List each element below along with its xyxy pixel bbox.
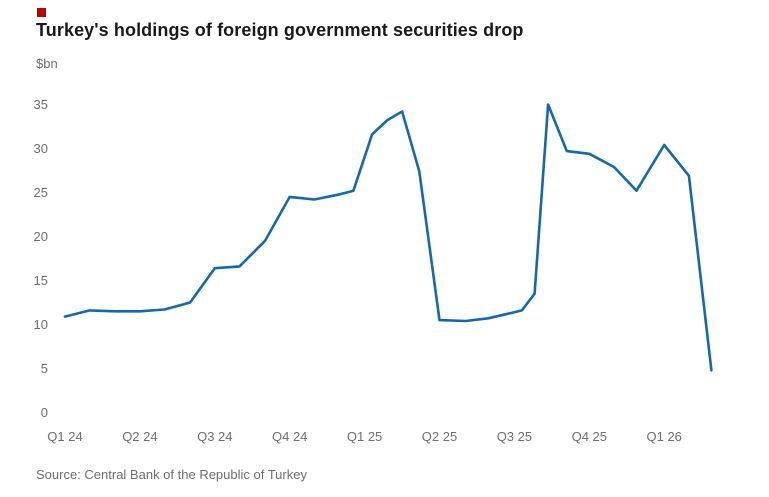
y-tick-label: 20: [34, 229, 48, 244]
y-tick-label: 35: [34, 97, 48, 112]
y-tick-label: 5: [41, 361, 48, 376]
x-tick-label: Q4 24: [272, 429, 307, 444]
x-tick-label: Q3 24: [197, 429, 232, 444]
series-line: [63, 103, 713, 372]
accent-square: [37, 8, 46, 17]
x-tick-label: Q4 25: [572, 429, 607, 444]
y-tick-label: 10: [34, 317, 48, 332]
x-tick-label: Q1 26: [646, 429, 681, 444]
x-tick-label: Q3 25: [497, 429, 532, 444]
x-tick-label: Q1 25: [347, 429, 382, 444]
x-tick-label: Q2 25: [422, 429, 457, 444]
chart-title: Turkey's holdings of foreign government …: [36, 20, 524, 40]
y-tick-label: 25: [34, 185, 48, 200]
source-note: Source: Central Bank of the Republic of …: [36, 467, 307, 482]
y-tick-label: 30: [34, 141, 48, 156]
x-tick-label: Q2 24: [122, 429, 157, 444]
y-tick-label: 15: [34, 273, 48, 288]
y-axis-unit-label: $bn: [36, 56, 58, 71]
y-tick-label: 0: [41, 405, 48, 420]
x-tick-label: Q1 24: [47, 429, 82, 444]
